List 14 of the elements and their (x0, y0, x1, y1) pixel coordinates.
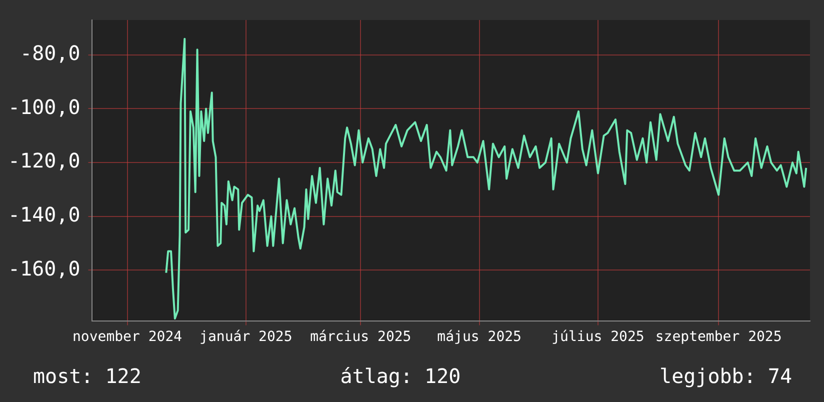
text: legjobb: 74 (660, 364, 792, 388)
y-tick-label: -80,0 (20, 41, 80, 66)
x-tick-label: november 2024 (72, 329, 182, 346)
x-tick-label: május 2025 (437, 329, 522, 346)
x-tick-label: július 2025 (552, 329, 644, 346)
text: most: 122 (33, 364, 142, 388)
y-tick-label: -100,0 (8, 94, 80, 119)
y-tick-label: -120,0 (8, 148, 80, 173)
y-tick-label: -160,0 (8, 256, 80, 280)
x-tick-label: március 2025 (310, 329, 412, 346)
x-tick-label: január 2025 (200, 329, 292, 346)
x-tick-label: szeptember 2025 (655, 329, 782, 346)
y-tick-label: -140,0 (8, 202, 80, 227)
text: átlag: 120 (340, 364, 461, 388)
